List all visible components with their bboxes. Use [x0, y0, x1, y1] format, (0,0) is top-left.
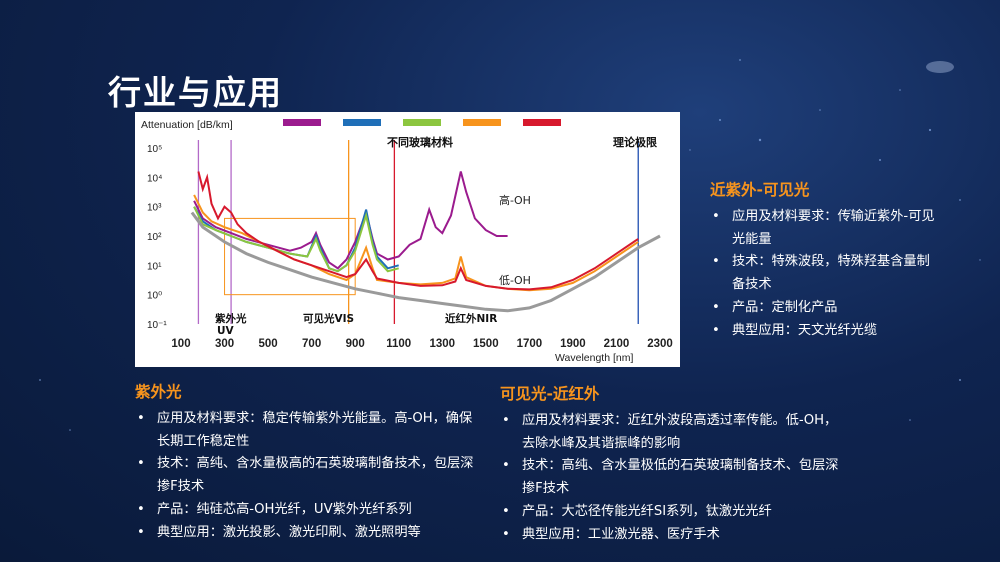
list-item: 技术：高纯、含水量极高的石英玻璃制备技术，包层深掺F技术 [137, 453, 480, 498]
series-line [197, 171, 639, 291]
bullet-list: 应用及材料要求：近红外波段高透过率传能。低-OH，去除水峰及其谐振峰的影响 技术… [500, 410, 840, 546]
series-line [193, 206, 399, 273]
x-tick-label: 1300 [429, 338, 455, 350]
x-tick-label: 1700 [517, 338, 543, 350]
section-uv: 紫外光 应用及材料要求：稳定传输紫外光能量。高-OH，确保长期工作稳定性 技术：… [135, 380, 480, 544]
x-tick-label: 2100 [604, 338, 630, 350]
y-tick-label: 10³ [147, 203, 162, 214]
bullet-list: 应用及材料要求：传输近紫外-可见光能量 技术：特殊波段，特殊羟基含量制备技术 产… [710, 206, 940, 342]
legend-swatch [463, 119, 501, 126]
section-title: 可见光-近红外 [500, 385, 600, 403]
list-item: 应用及材料要求：稳定传输紫外光能量。高-OH，确保长期工作稳定性 [137, 408, 480, 453]
list-item: 典型应用：激光投影、激光印刷、激光照明等 [137, 522, 480, 545]
legend-swatch [523, 119, 561, 126]
list-item: 产品：定制化产品 [712, 297, 940, 320]
list-item: 典型应用：天文光纤光缆 [712, 320, 940, 343]
y-tick-label: 10⁴ [147, 173, 162, 184]
series-line [193, 171, 508, 270]
x-tick-label: 300 [215, 338, 234, 350]
list-item: 应用及材料要求：传输近紫外-可见光能量 [712, 206, 940, 251]
annotation-nir: 近红外NIR [445, 312, 497, 325]
y-tick-label: 10⁰ [147, 291, 162, 302]
annotation-low-oh: 低-OH [499, 274, 531, 287]
list-item: 技术：特殊波段，特殊羟基含量制备技术 [712, 251, 940, 296]
cloud-icon [920, 55, 960, 75]
list-item: 应用及材料要求：近红外波段高透过率传能。低-OH，去除水峰及其谐振峰的影响 [502, 410, 840, 455]
limit-label: 理论极限 [613, 135, 657, 149]
legend-swatch [283, 119, 321, 126]
x-tick-label: 1900 [560, 338, 586, 350]
chart-svg: 10⁻¹ 10⁰ 10¹ 10² 10³ 10⁴ 10⁵ 100 300 500 700 900 110… [141, 119, 673, 364]
annotation-uv-en: UV [217, 325, 235, 337]
x-tick-label: 100 [171, 338, 190, 350]
series-line [190, 211, 661, 313]
x-tick-label: 500 [258, 338, 277, 350]
legend-swatch [343, 119, 381, 126]
uv-region-box [224, 217, 356, 296]
section-title: 紫外光 [135, 383, 182, 401]
list-item: 技术：高纯、含水量极低的石英玻璃制备技术、包层深掺F技术 [502, 455, 840, 500]
list-item: 典型应用：工业激光器、医疗手术 [502, 524, 840, 547]
annotation-vis: 可见光VIS [303, 312, 354, 325]
x-tick-label: 900 [346, 338, 365, 350]
annotation-uv-cn: 紫外光 [215, 312, 247, 325]
x-tick-label: 2300 [647, 338, 673, 350]
x-tick-label: 700 [302, 338, 321, 350]
page-title: 行业与应用 [108, 73, 283, 112]
y-tick-label: 10¹ [147, 261, 162, 272]
y-tick-label: 10⁻¹ [147, 320, 167, 331]
bullet-list: 应用及材料要求：稳定传输紫外光能量。高-OH，确保长期工作稳定性 技术：高纯、含… [135, 408, 480, 544]
section-near-uv-visible: 近紫外-可见光 应用及材料要求：传输近紫外-可见光能量 技术：特殊波段，特殊羟基… [710, 178, 940, 342]
x-axis-label: Wavelength [nm] [555, 352, 633, 364]
y-tick-label: 10² [147, 232, 162, 243]
list-item: 产品：大芯径传能光纤SI系列，钛激光光纤 [502, 501, 840, 524]
legend-title: 不同玻璃材料 [387, 135, 453, 149]
list-item: 产品：纯硅芯高-OH光纤，UV紫外光纤系列 [137, 499, 480, 522]
legend-swatch [403, 119, 441, 126]
section-visible-nir: 可见光-近红外 应用及材料要求：近红外波段高透过率传能。低-OH，去除水峰及其谐… [500, 382, 840, 546]
y-tick-label: 10⁵ [147, 144, 162, 155]
y-axis-label: Attenuation [dB/km] [141, 119, 233, 131]
x-tick-label: 1500 [473, 338, 499, 350]
x-tick-label: 1100 [386, 338, 411, 350]
annotation-high-oh: 高-OH [499, 193, 531, 207]
attenuation-chart: 10⁻¹ 10⁰ 10¹ 10² 10³ 10⁴ 10⁵ 100 300 500 700 900 110… [135, 112, 680, 367]
section-title: 近紫外-可见光 [710, 181, 810, 199]
